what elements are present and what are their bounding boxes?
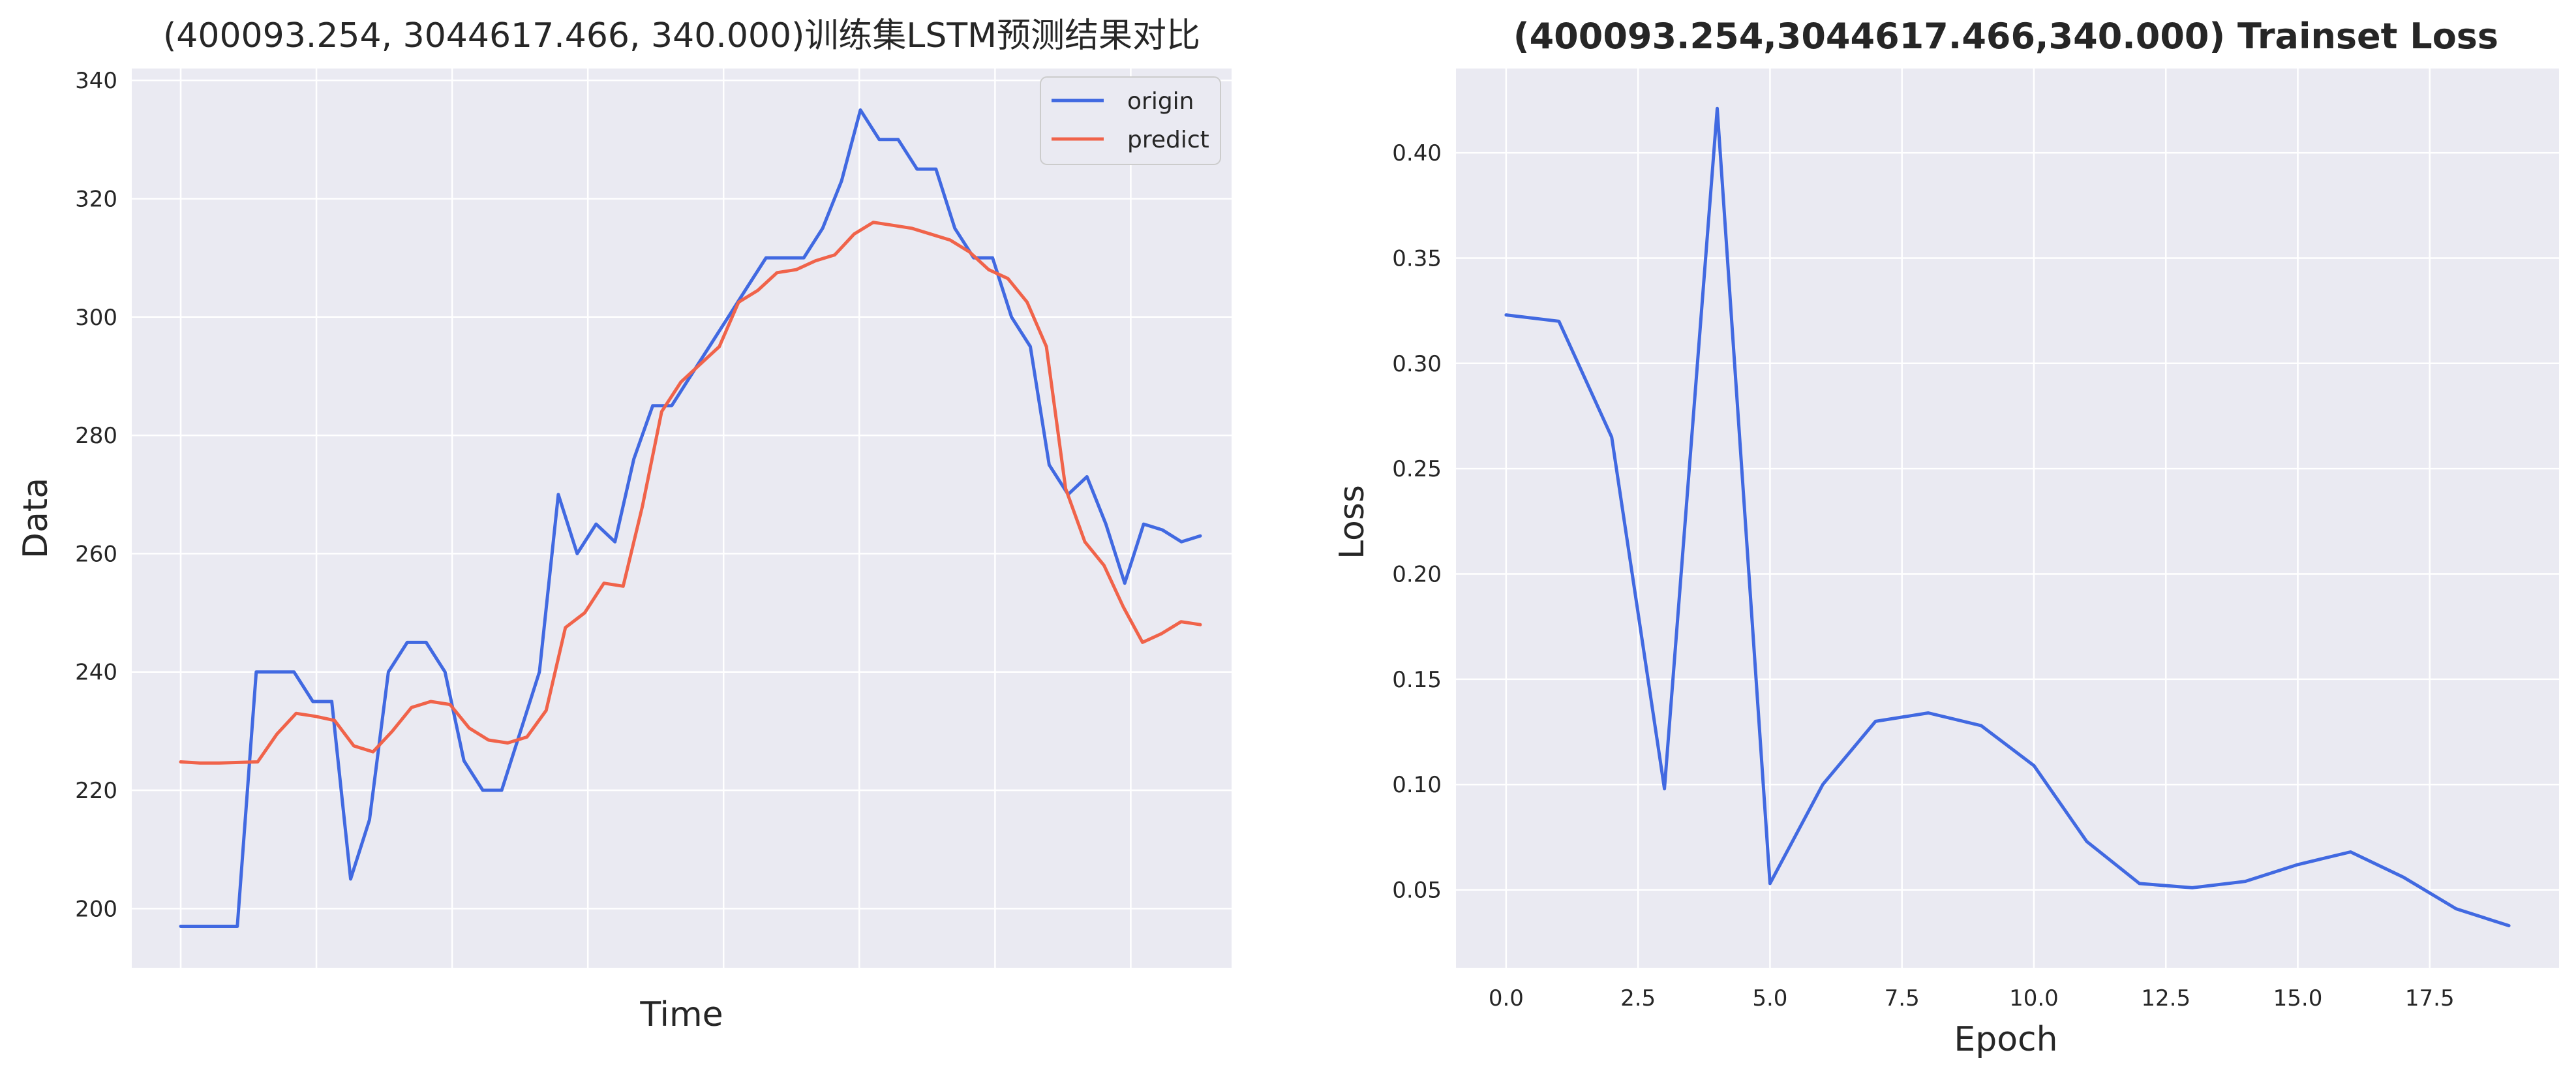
y-axis-label: Data [16, 478, 55, 559]
x-tick-label: 12.5 [2141, 985, 2190, 1011]
legend: origin predict [1040, 76, 1221, 165]
trainset-loss-chart: 0.0 2.5 5.0 7.5 10.0 12.5 15.0 17.5 0.05 0.10 0.1… [1333, 16, 2559, 1059]
x-tick-label: 2.5 [1620, 985, 1656, 1011]
legend-origin-label: origin [1127, 88, 1194, 115]
y-tick-label: 320 [75, 186, 117, 212]
y-tick-label: 220 [75, 778, 117, 804]
chart-title: (400093.254,3044617.466,340.000) Trainse… [1513, 16, 2498, 57]
training-prediction-chart: 200 220 240 260 280 300 320 340 (400093.254, 30… [16, 16, 1232, 1034]
y-tick-label: 260 [75, 541, 117, 567]
y-tick-labels: 200 220 240 260 280 300 320 340 [75, 68, 117, 922]
x-tick-label: 0.0 [1489, 985, 1524, 1011]
y-tick-label: 300 [75, 305, 117, 331]
y-tick-label: 0.40 [1392, 140, 1442, 166]
y-tick-label: 0.25 [1392, 456, 1442, 482]
y-tick-label: 340 [75, 68, 117, 94]
y-tick-label: 280 [75, 423, 117, 449]
x-tick-label: 5.0 [1752, 985, 1787, 1011]
y-tick-label: 240 [75, 660, 117, 686]
series-line-origin [179, 108, 1202, 928]
grid-lines [1456, 69, 2559, 968]
legend-predict-label: predict [1127, 127, 1209, 153]
x-tick-label: 7.5 [1885, 985, 1920, 1011]
plot-area-background [1456, 69, 2559, 968]
y-tick-label: 0.05 [1392, 878, 1442, 904]
y-tick-label: 0.20 [1392, 562, 1442, 588]
data-series [179, 108, 1202, 928]
chart-title: (400093.254, 3044617.466, 340.000)训练集LST… [163, 16, 1200, 55]
y-tick-label: 0.35 [1392, 245, 1442, 271]
y-tick-label: 0.15 [1392, 667, 1442, 693]
series-line-loss [1504, 106, 2511, 927]
x-axis-label: Time [639, 995, 723, 1034]
plot-area-background [132, 69, 1232, 968]
data-series [1504, 106, 2511, 927]
y-axis-label: Loss [1333, 485, 1372, 559]
y-tick-labels: 0.05 0.10 0.15 0.20 0.25 0.30 0.35 0.40 [1392, 140, 1442, 904]
x-tick-labels: 0.0 2.5 5.0 7.5 10.0 12.5 15.0 17.5 [1489, 985, 2455, 1011]
y-tick-label: 0.10 [1392, 772, 1442, 798]
x-tick-label: 10.0 [2009, 985, 2059, 1011]
x-tick-label: 15.0 [2273, 985, 2323, 1011]
x-axis-label: Epoch [1954, 1020, 2057, 1059]
grid-lines [132, 69, 1232, 968]
y-tick-label: 200 [75, 896, 117, 922]
y-tick-label: 0.30 [1392, 351, 1442, 377]
x-tick-label: 17.5 [2405, 985, 2455, 1011]
series-line-predict [179, 221, 1202, 765]
